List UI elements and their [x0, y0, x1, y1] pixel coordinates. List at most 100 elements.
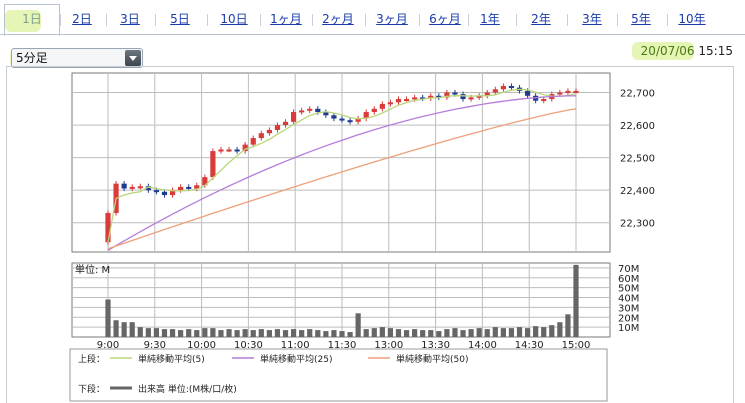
tab-12[interactable]: 5年: [631, 12, 651, 26]
volume-tick-label: 50M: [618, 284, 639, 295]
tab-separator: [207, 14, 208, 26]
candle-body: [210, 151, 216, 178]
volume-bar: [250, 330, 256, 337]
volume-bar: [186, 329, 192, 337]
candle-body: [420, 97, 426, 100]
candle-body: [315, 108, 321, 113]
ma5-line: [107, 88, 577, 243]
volume-bar: [339, 331, 345, 337]
tab-13[interactable]: 10年: [678, 12, 706, 26]
candle-body: [234, 149, 240, 152]
candle-body: [565, 90, 571, 93]
legend-box: [69, 348, 608, 402]
volume-bar: [113, 320, 119, 337]
volume-bar: [218, 330, 224, 337]
candle-body: [145, 186, 151, 191]
candle-body: [371, 108, 377, 113]
interval-select[interactable]: 5分足: [11, 48, 143, 68]
volume-bar: [549, 325, 555, 337]
tab-2[interactable]: 3日: [120, 12, 140, 26]
candle-body: [468, 97, 474, 100]
volume-bar: [161, 329, 168, 337]
volume-bar: [234, 330, 240, 337]
y-tick-label: 22,400: [620, 186, 655, 197]
tab-separator: [155, 14, 156, 26]
volume-bar: [266, 330, 272, 337]
volume-bar: [573, 264, 579, 337]
timestamp: 20/07/06 15:15: [641, 44, 733, 58]
volume-bar: [145, 328, 151, 337]
candle-body: [105, 212, 111, 243]
candle-body: [202, 177, 208, 186]
date-highlight: [632, 42, 694, 60]
volume-bar: [363, 329, 369, 337]
tab-1[interactable]: 2日: [72, 12, 92, 26]
volume-bar: [565, 314, 571, 337]
volume-bar: [210, 328, 216, 337]
volume-bar: [452, 328, 458, 337]
candle-body: [508, 86, 515, 89]
volume-bar: [258, 329, 264, 337]
tab-6[interactable]: 2ヶ月: [322, 12, 354, 26]
tab-separator: [515, 14, 517, 26]
volume-bar: [153, 328, 160, 337]
candle-body: [274, 125, 281, 130]
tab-5[interactable]: 1ヶ月: [270, 12, 302, 26]
tab-3[interactable]: 5日: [170, 12, 190, 26]
volume-bar: [436, 331, 442, 337]
x-tick-label: 15:00: [562, 340, 591, 351]
candle-body: [363, 112, 369, 119]
volume-tick-label: 40M: [618, 294, 639, 305]
volume-bar: [492, 327, 498, 337]
candle-body: [290, 112, 297, 122]
tab-9[interactable]: 1年: [480, 12, 500, 26]
tab-separator: [106, 14, 107, 26]
tab-7[interactable]: 3ヶ月: [376, 12, 408, 26]
volume-bar: [169, 329, 176, 337]
x-tick-label: 13:00: [374, 340, 403, 351]
candle-body: [266, 129, 272, 134]
x-tick-label: 13:30: [421, 340, 450, 351]
candle-body: [121, 183, 127, 189]
tab-separator: [260, 14, 261, 26]
x-tick-label: 9:30: [144, 340, 166, 351]
volume-bar: [355, 313, 361, 337]
volume-tick-label: 10M: [618, 323, 639, 334]
tab-8[interactable]: 6ヶ月: [429, 12, 461, 26]
volume-bar: [524, 328, 531, 337]
candle-body: [541, 99, 547, 102]
candle-body: [161, 191, 168, 196]
y-tick-label: 22,700: [620, 89, 655, 100]
candle-body: [347, 120, 353, 123]
tab-11[interactable]: 3年: [582, 12, 602, 26]
ma25-line: [107, 95, 577, 251]
timestamp-time: 15:15: [698, 44, 733, 58]
volume-bar: [557, 322, 563, 337]
tab-10[interactable]: 2年: [531, 12, 551, 26]
candle-body: [258, 133, 264, 139]
timestamp-date: 20/07/06: [640, 44, 695, 58]
x-tick-label: 14:30: [515, 340, 544, 351]
volume-tick-label: 60M: [618, 274, 639, 285]
tab-separator: [365, 14, 366, 26]
candle-body: [444, 92, 450, 98]
volume-bar: [403, 330, 410, 337]
volume-bar: [105, 299, 111, 337]
chevron-down-icon[interactable]: [125, 50, 141, 66]
volume-bar: [516, 327, 523, 337]
legend-label: 単純移動平均(25): [260, 353, 332, 365]
tab-4[interactable]: 10日: [220, 12, 248, 26]
volume-bar: [347, 332, 353, 337]
volume-bar: [307, 329, 313, 337]
volume-bar: [315, 330, 321, 337]
candle-body: [137, 186, 143, 189]
volume-bar: [468, 329, 474, 337]
interval-select-value: 5分足: [16, 51, 48, 65]
candle-body: [452, 92, 458, 95]
candle-body: [242, 144, 248, 152]
x-tick-label: 10:30: [234, 340, 263, 351]
volume-bar: [460, 330, 466, 337]
volume-bar: [226, 329, 232, 337]
volume-bar: [412, 329, 418, 337]
